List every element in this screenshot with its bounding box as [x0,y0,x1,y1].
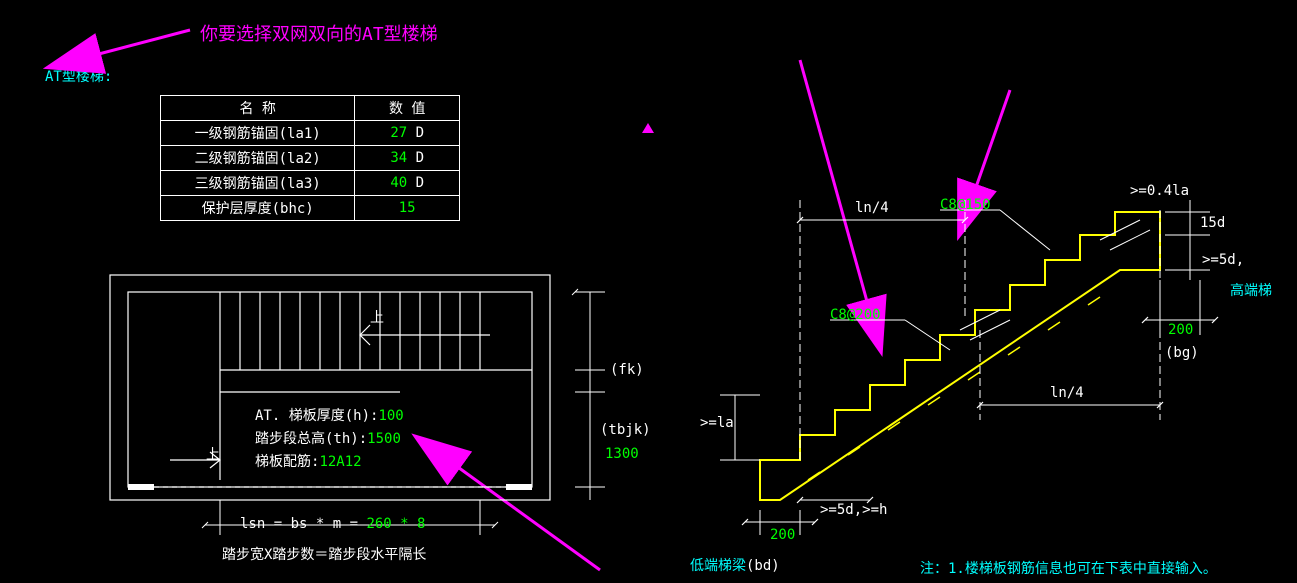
d15d-label: 15d [1200,215,1225,231]
high-beam-label: 高端梯 [1230,280,1272,300]
low-beam-label: 低端梯梁(bd) [690,555,780,575]
low-beam-dim: 200 [770,527,795,543]
high-beam-code: (bg) [1165,345,1199,361]
ge-5d-h-label: >=5d,>=h [820,502,887,518]
note-label: 注：1.楼梯板钢筋信息也可在下表中直接输入。 [920,558,1217,578]
rebar-bottom-label[interactable]: C8@200 [830,307,881,323]
section-drawing [0,0,1297,583]
ln4-left-label: ln/4 [855,200,889,216]
ge-04la-label: >=0.4la [1130,183,1189,199]
rebar-top-label[interactable]: C8@150 [940,197,991,213]
ln4-right-label: ln/4 [1050,385,1084,401]
stair-slab-outline [760,212,1160,500]
ge-5d-label: >=5d, [1202,252,1244,268]
high-beam-dim: 200 [1168,322,1193,338]
ge-la-label: >=la [700,415,734,431]
